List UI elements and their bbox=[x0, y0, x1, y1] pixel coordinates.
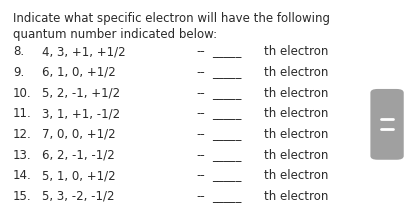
Text: _____: _____ bbox=[213, 190, 242, 203]
Text: th electron: th electron bbox=[264, 128, 328, 141]
Text: _____: _____ bbox=[213, 149, 242, 162]
Text: 3, 1, +1, -1/2: 3, 1, +1, -1/2 bbox=[42, 107, 120, 120]
Text: th electron: th electron bbox=[264, 169, 328, 182]
Text: _____: _____ bbox=[213, 45, 242, 58]
Text: _____: _____ bbox=[213, 107, 242, 120]
Text: 8.: 8. bbox=[13, 45, 24, 58]
Text: _____: _____ bbox=[213, 128, 242, 141]
Text: --: -- bbox=[196, 87, 205, 100]
Text: --: -- bbox=[196, 107, 205, 120]
Text: _____: _____ bbox=[213, 169, 242, 182]
Text: quantum number indicated below:: quantum number indicated below: bbox=[13, 29, 217, 41]
FancyBboxPatch shape bbox=[371, 89, 404, 160]
Text: 7, 0, 0, +1/2: 7, 0, 0, +1/2 bbox=[42, 128, 115, 141]
Text: 12.: 12. bbox=[13, 128, 32, 141]
Text: 13.: 13. bbox=[13, 149, 32, 162]
Text: th electron: th electron bbox=[264, 107, 328, 120]
Text: 10.: 10. bbox=[13, 87, 32, 100]
Text: 15.: 15. bbox=[13, 190, 32, 203]
Text: 5, 1, 0, +1/2: 5, 1, 0, +1/2 bbox=[42, 169, 115, 182]
Text: --: -- bbox=[196, 169, 205, 182]
Text: 6, 2, -1, -1/2: 6, 2, -1, -1/2 bbox=[42, 149, 115, 162]
Text: th electron: th electron bbox=[264, 149, 328, 162]
Text: th electron: th electron bbox=[264, 45, 328, 58]
Text: 9.: 9. bbox=[13, 66, 24, 79]
Text: 11.: 11. bbox=[13, 107, 32, 120]
Text: 5, 3, -2, -1/2: 5, 3, -2, -1/2 bbox=[42, 190, 114, 203]
Text: 5, 2, -1, +1/2: 5, 2, -1, +1/2 bbox=[42, 87, 120, 100]
Text: 4, 3, +1, +1/2: 4, 3, +1, +1/2 bbox=[42, 45, 126, 58]
Text: --: -- bbox=[196, 149, 205, 162]
Text: th electron: th electron bbox=[264, 66, 328, 79]
Text: Indicate what specific electron will have the following: Indicate what specific electron will hav… bbox=[13, 12, 330, 25]
Text: _____: _____ bbox=[213, 87, 242, 100]
Text: --: -- bbox=[196, 45, 205, 58]
Text: --: -- bbox=[196, 66, 205, 79]
Text: _____: _____ bbox=[213, 66, 242, 79]
Text: 14.: 14. bbox=[13, 169, 32, 182]
Text: th electron: th electron bbox=[264, 87, 328, 100]
Text: th electron: th electron bbox=[264, 190, 328, 203]
Text: --: -- bbox=[196, 190, 205, 203]
Text: --: -- bbox=[196, 128, 205, 141]
Text: 6, 1, 0, +1/2: 6, 1, 0, +1/2 bbox=[42, 66, 115, 79]
